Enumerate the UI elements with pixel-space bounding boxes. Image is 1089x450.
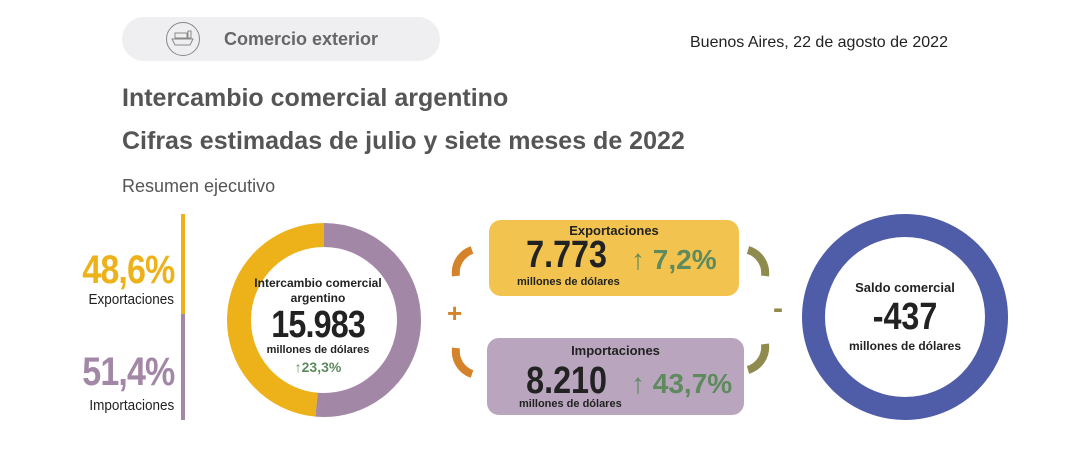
page-subtitle: Cifras estimadas de julio y siete meses …: [122, 127, 685, 155]
bracket-right-bottom: [746, 343, 770, 374]
imports-share-label: Importaciones: [89, 397, 174, 414]
section-pill: Comercio exterior: [122, 17, 440, 61]
intercambio-unit: millones de dólares: [266, 344, 370, 356]
intercambio-donut: [227, 223, 421, 417]
bracket-left-top: [451, 246, 474, 277]
intercambio-value: 15.983: [271, 304, 366, 346]
summary-label: Resumen ejecutivo: [122, 176, 276, 196]
up-arrow-icon: ↑: [294, 359, 302, 375]
bracket-left-bottom: [451, 347, 474, 378]
operator-brackets: [451, 246, 770, 378]
saldo-unit: millones de dólares: [848, 339, 962, 353]
intercambio-title: Intercambio comercial argentino: [254, 276, 382, 305]
exportaciones-unit: millones de dólares: [517, 276, 620, 288]
exportaciones-change: 7,2%: [652, 244, 717, 275]
exports-share-label: Exportaciones: [88, 291, 174, 308]
imports-bar: [181, 314, 185, 420]
intercambio-change: 23,3%: [301, 359, 342, 375]
importaciones-unit: millones de dólares: [519, 398, 622, 410]
saldo-value: -437: [872, 296, 938, 338]
exportaciones-card: Exportaciones 7.773 millones de dólares …: [489, 220, 739, 296]
imports-share: 51,4%: [81, 350, 175, 394]
plus-sign: +: [447, 298, 463, 328]
importaciones-card: Importaciones 8.210 millones de dólares …: [487, 338, 744, 415]
saldo-title: Saldo comercial: [855, 280, 955, 295]
page-title: Intercambio comercial argentino: [122, 84, 509, 112]
date: Buenos Aires, 22 de agosto de 2022: [690, 34, 948, 51]
exports-bar: [181, 214, 185, 314]
donut-slice-exports: [227, 223, 325, 417]
donut-slice-imports: [315, 223, 421, 417]
up-arrow-icon: ↑: [631, 244, 645, 275]
exportaciones-title: Exportaciones: [569, 223, 659, 238]
minus-sign: -: [773, 292, 783, 325]
importaciones-change: 43,7%: [652, 368, 733, 399]
exports-share: 48,6%: [81, 248, 175, 292]
up-arrow-icon: ↑: [631, 368, 645, 399]
ship-icon: [166, 22, 200, 56]
section-label: Comercio exterior: [224, 29, 379, 49]
bracket-right-top: [746, 246, 770, 277]
exportaciones-value: 7.773: [526, 234, 607, 276]
importaciones-title: Importaciones: [571, 343, 660, 358]
importaciones-value: 8.210: [526, 360, 607, 402]
